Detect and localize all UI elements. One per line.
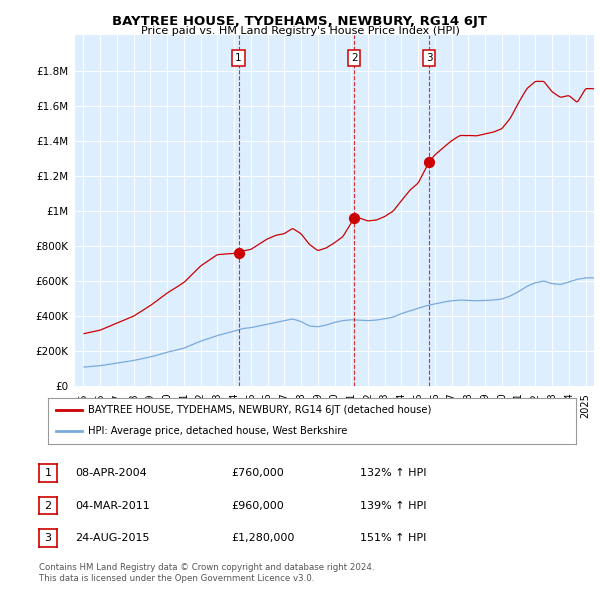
Text: 2: 2 [44, 501, 52, 510]
Text: £960,000: £960,000 [231, 501, 284, 510]
Text: 2: 2 [351, 53, 358, 63]
Text: 3: 3 [44, 533, 52, 543]
Text: 132% ↑ HPI: 132% ↑ HPI [360, 468, 427, 478]
Text: Contains HM Land Registry data © Crown copyright and database right 2024.: Contains HM Land Registry data © Crown c… [39, 563, 374, 572]
Text: This data is licensed under the Open Government Licence v3.0.: This data is licensed under the Open Gov… [39, 574, 314, 583]
Text: 08-APR-2004: 08-APR-2004 [75, 468, 147, 478]
Text: 3: 3 [426, 53, 433, 63]
Text: 24-AUG-2015: 24-AUG-2015 [75, 533, 149, 543]
Text: 1: 1 [44, 468, 52, 478]
Point [349, 213, 359, 222]
Text: BAYTREE HOUSE, TYDEHAMS, NEWBURY, RG14 6JT: BAYTREE HOUSE, TYDEHAMS, NEWBURY, RG14 6… [113, 15, 487, 28]
Text: £1,280,000: £1,280,000 [231, 533, 295, 543]
Text: 139% ↑ HPI: 139% ↑ HPI [360, 501, 427, 510]
Text: HPI: Average price, detached house, West Berkshire: HPI: Average price, detached house, West… [88, 426, 347, 436]
Text: BAYTREE HOUSE, TYDEHAMS, NEWBURY, RG14 6JT (detached house): BAYTREE HOUSE, TYDEHAMS, NEWBURY, RG14 6… [88, 405, 431, 415]
Point [424, 157, 434, 166]
Point [234, 248, 244, 258]
Text: 151% ↑ HPI: 151% ↑ HPI [360, 533, 427, 543]
Text: 1: 1 [235, 53, 242, 63]
Text: Price paid vs. HM Land Registry's House Price Index (HPI): Price paid vs. HM Land Registry's House … [140, 26, 460, 36]
Text: £760,000: £760,000 [231, 468, 284, 478]
Text: 04-MAR-2011: 04-MAR-2011 [75, 501, 150, 510]
